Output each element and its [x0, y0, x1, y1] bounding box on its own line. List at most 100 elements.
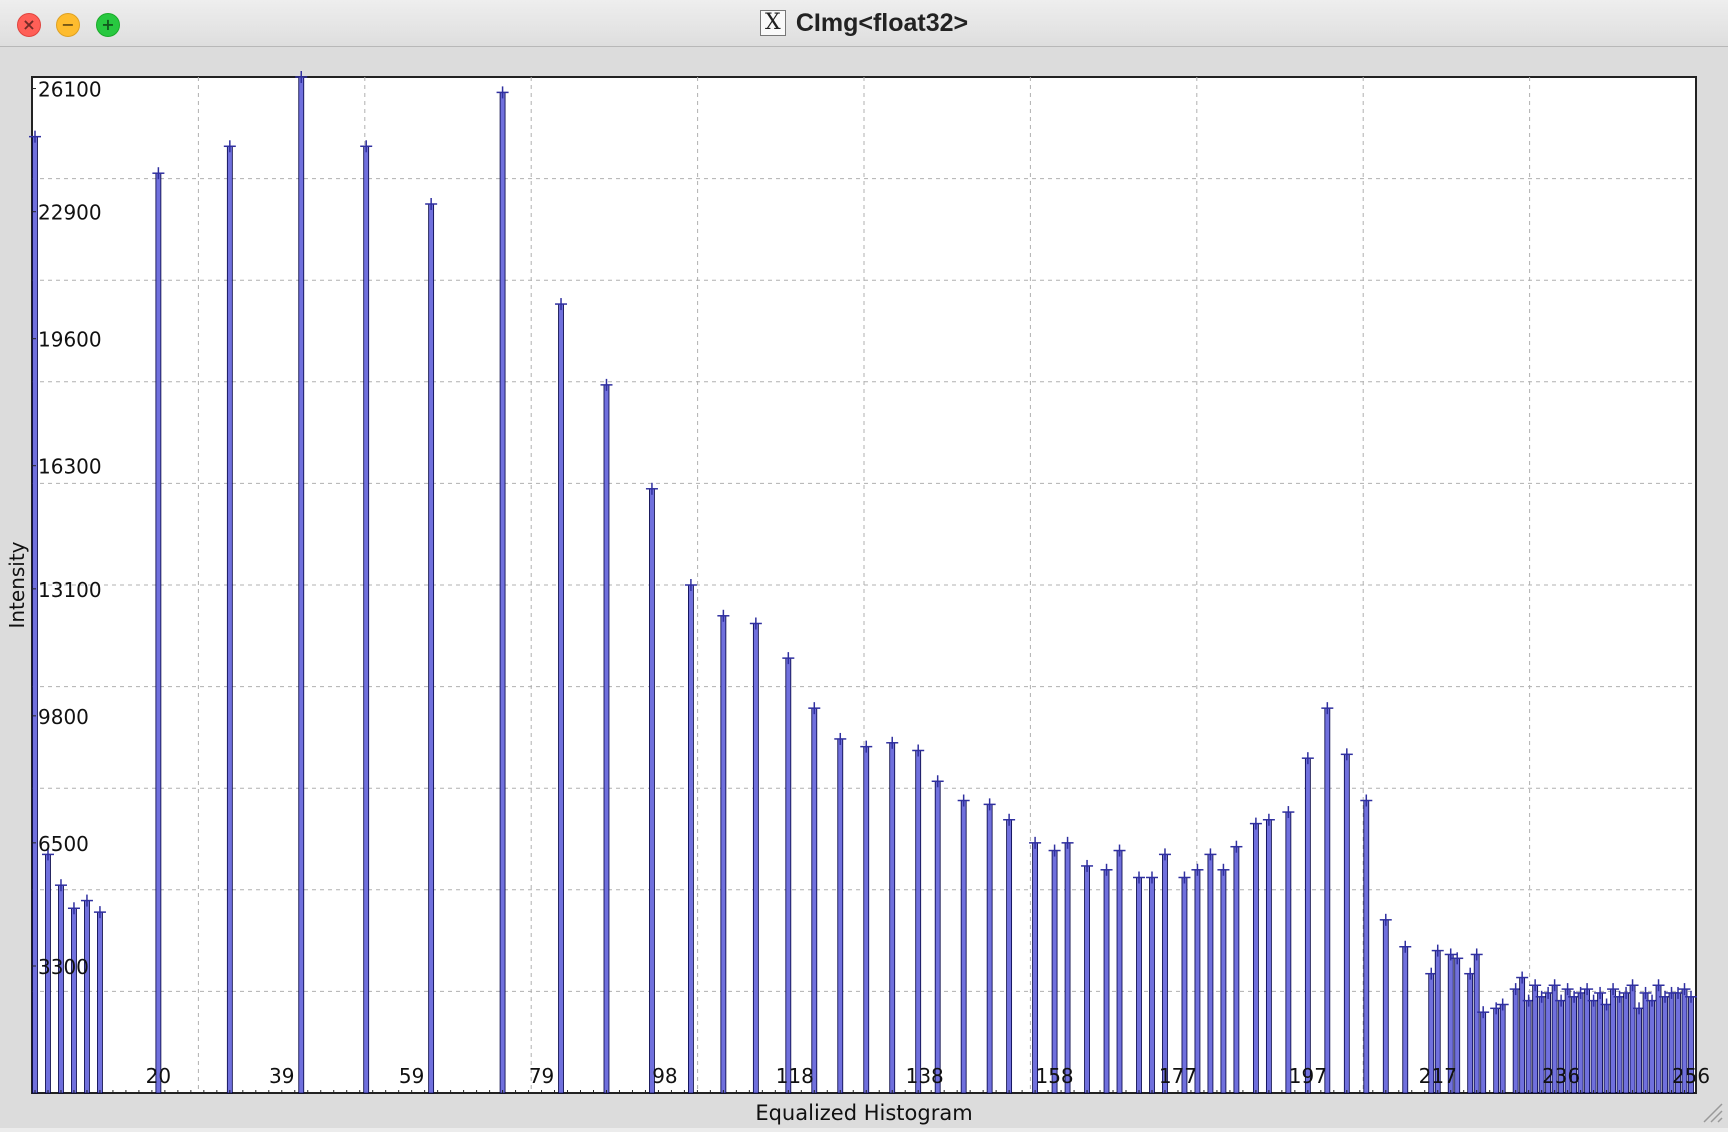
- histogram-bar: [1623, 992, 1629, 1094]
- histogram-bar: [1265, 819, 1272, 1094]
- histogram-bar: [1480, 1011, 1487, 1094]
- histogram-bar: [863, 746, 870, 1094]
- y-axis-label: Intensity: [5, 541, 29, 628]
- histogram-bar: [1590, 1000, 1597, 1094]
- x-axis-label: Equalized Histogram: [755, 1101, 972, 1125]
- histogram-bar: [915, 750, 922, 1094]
- window-title: CImg<float32>: [795, 8, 969, 37]
- y-tick-label: 22900: [38, 201, 102, 225]
- x-tick-label: 39: [269, 1064, 294, 1088]
- histogram-bar: [1467, 973, 1474, 1094]
- histogram-bar: [752, 623, 759, 1094]
- x-tick-label: 217: [1419, 1064, 1457, 1088]
- histogram-bar: [1207, 853, 1214, 1094]
- histogram-bar: [1512, 988, 1519, 1094]
- histogram-bar: [97, 911, 103, 1094]
- histogram-bar: [1233, 846, 1240, 1094]
- y-tick-label: 26100: [38, 78, 102, 102]
- x-tick-label: 59: [399, 1064, 424, 1088]
- histogram-bar: [226, 145, 233, 1094]
- histogram-bar: [1181, 877, 1188, 1094]
- title-bar: × − + X CImg<float32>: [0, 0, 1728, 47]
- histogram-chart: 26100 22900 19600 16300 13100 9800 6500 3300 20…: [5, 71, 1710, 1125]
- zoom-icon: +: [101, 15, 115, 34]
- x-tick-label: 256: [1672, 1064, 1710, 1088]
- histogram-bar: [837, 738, 844, 1094]
- histogram-bar: [889, 742, 896, 1094]
- y-tick-labels: 26100 22900 19600 16300 13100 9800 6500 3300: [32, 78, 102, 979]
- x11-app-icon: X: [759, 10, 786, 36]
- close-button[interactable]: ×: [17, 13, 41, 37]
- histogram-bar: [1006, 819, 1013, 1094]
- histogram-bar: [1051, 850, 1058, 1094]
- y-tick-label: 19600: [38, 328, 102, 352]
- histogram-bar: [1324, 707, 1331, 1094]
- histogram-bar: [1402, 946, 1409, 1094]
- histogram-bar: [298, 76, 305, 1094]
- histogram-bar: [363, 145, 370, 1094]
- histogram-bar: [71, 907, 77, 1094]
- histogram-bar: [811, 707, 818, 1094]
- histogram-bar: [934, 780, 941, 1094]
- histogram-bar: [558, 303, 564, 1094]
- x-tick-label: 118: [776, 1064, 814, 1088]
- histogram-bar: [155, 172, 162, 1094]
- histogram-bar: [1616, 996, 1623, 1094]
- histogram-bar: [1103, 869, 1110, 1094]
- histogram-bar: [1473, 954, 1480, 1094]
- x-tick-label: 79: [529, 1064, 554, 1088]
- histogram-bar: [1304, 757, 1311, 1094]
- bars: [29, 71, 1697, 1094]
- close-icon: ×: [22, 15, 36, 34]
- histogram-bar: [986, 803, 993, 1094]
- histogram-bar: [1642, 992, 1649, 1094]
- histogram-bar: [428, 203, 435, 1094]
- histogram-bar: [1499, 1004, 1506, 1094]
- histogram-bar: [603, 384, 610, 1094]
- histogram-bar: [1363, 800, 1370, 1094]
- histogram-bar: [1032, 842, 1038, 1094]
- x-tick-label: 98: [652, 1064, 677, 1088]
- histogram-bar: [1597, 992, 1603, 1094]
- histogram-bar: [1629, 984, 1636, 1094]
- histogram-bar: [1162, 853, 1168, 1094]
- histogram-bar: [499, 91, 506, 1094]
- resize-grip-icon[interactable]: [1698, 1098, 1724, 1124]
- histogram-bar: [1610, 988, 1616, 1094]
- y-tick-label: 3300: [38, 955, 89, 979]
- y-tick-label: 13100: [38, 578, 102, 602]
- y-tick-label: 9800: [38, 705, 89, 729]
- histogram-bar: [1194, 869, 1201, 1094]
- histogram-bar: [1252, 823, 1259, 1094]
- x-tick-label: 20: [146, 1064, 171, 1088]
- x-tick-label: 177: [1159, 1064, 1197, 1088]
- histogram-bar: [1532, 984, 1539, 1094]
- histogram-bar: [1493, 1007, 1500, 1094]
- y-tick-label: 6500: [38, 832, 89, 856]
- x-tick-label: 138: [906, 1064, 944, 1088]
- histogram-bar: [32, 136, 38, 1094]
- histogram-bar: [960, 800, 967, 1094]
- histogram-bar: [1584, 988, 1590, 1094]
- x-tick-label: 158: [1035, 1064, 1073, 1088]
- minimize-icon: −: [61, 15, 75, 34]
- histogram-bar: [1603, 1004, 1610, 1094]
- histogram-bar: [1636, 1007, 1642, 1094]
- x-tick-labels: 20 39 59 79 98 118 138 158 177 197 217 236 256: [34, 1064, 1710, 1093]
- x-tick-label: 197: [1289, 1064, 1327, 1088]
- histogram-bar: [1064, 842, 1071, 1094]
- histogram-bar: [1136, 877, 1142, 1094]
- x-tick-label: 236: [1542, 1064, 1580, 1088]
- histogram-bar: [649, 488, 655, 1094]
- histogram-bar: [58, 884, 64, 1094]
- histogram-bar: [1525, 1000, 1532, 1094]
- y-tick-label: 16300: [38, 455, 102, 479]
- zoom-button[interactable]: +: [96, 13, 120, 37]
- histogram-bar: [1116, 850, 1123, 1094]
- plot-window-body: 26100 22900 19600 16300 13100 9800 6500 3300 20…: [0, 47, 1728, 1128]
- histogram-bar: [688, 584, 694, 1094]
- histogram-bar: [1343, 753, 1350, 1094]
- histogram-bar: [1519, 977, 1526, 1094]
- minimize-button[interactable]: −: [56, 13, 80, 37]
- histogram-bar: [84, 900, 90, 1094]
